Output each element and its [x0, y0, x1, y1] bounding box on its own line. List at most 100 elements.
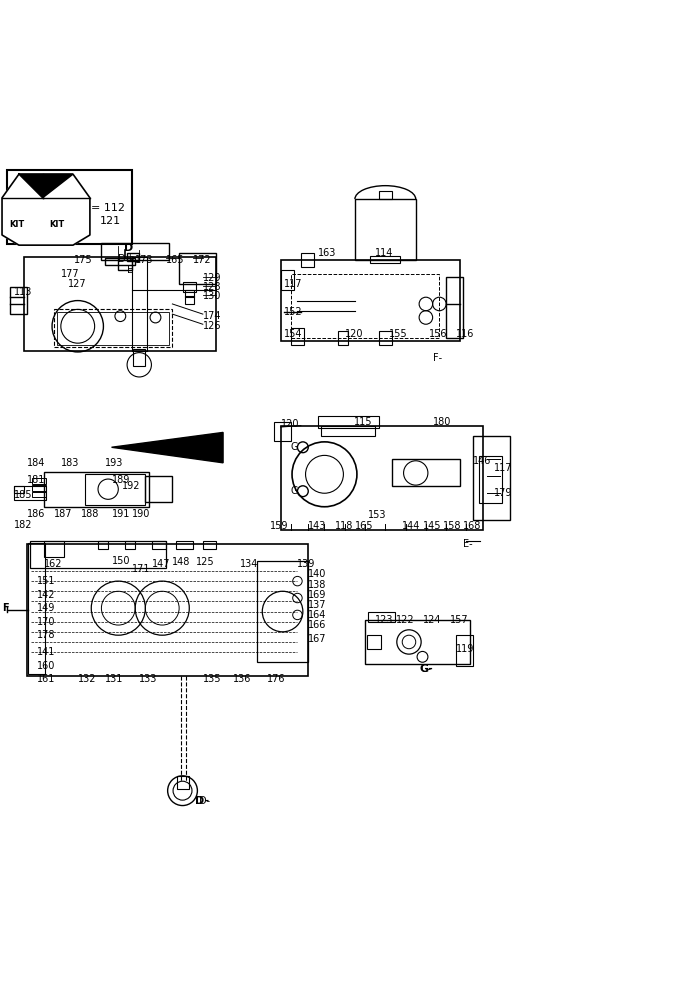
Text: D-: D- — [195, 796, 209, 806]
Text: 137: 137 — [308, 600, 326, 610]
Bar — [365, 620, 470, 664]
Text: 120: 120 — [281, 419, 299, 429]
Bar — [133, 349, 145, 366]
Bar — [44, 541, 64, 557]
Text: 174: 174 — [203, 311, 221, 321]
Text: 134: 134 — [240, 559, 258, 569]
Text: 158: 158 — [443, 521, 461, 531]
Bar — [338, 331, 348, 345]
Text: 131: 131 — [105, 674, 123, 684]
Text: 176: 176 — [267, 674, 285, 684]
Text: 188: 188 — [81, 509, 99, 519]
Text: 160: 160 — [37, 661, 55, 671]
Bar — [368, 612, 395, 622]
Text: 163: 163 — [318, 248, 336, 258]
Bar — [24, 257, 216, 351]
Text: G-: G- — [419, 664, 433, 674]
Text: 161: 161 — [37, 674, 55, 684]
Text: 159: 159 — [270, 521, 289, 531]
Bar — [125, 541, 135, 549]
Text: 130: 130 — [203, 291, 221, 301]
Text: 123: 123 — [375, 615, 393, 625]
Text: 121: 121 — [100, 216, 121, 226]
Text: 124: 124 — [422, 615, 441, 625]
Text: 150: 150 — [112, 556, 130, 566]
Text: 191: 191 — [112, 509, 130, 519]
Text: 164: 164 — [308, 610, 326, 620]
Bar — [367, 635, 381, 649]
Bar — [84, 474, 145, 505]
Bar — [321, 426, 375, 436]
Bar — [57, 312, 169, 345]
Text: 167: 167 — [308, 634, 326, 644]
Bar — [127, 253, 139, 261]
Bar — [274, 422, 291, 441]
Text: 193: 193 — [105, 458, 123, 468]
Text: 173: 173 — [135, 255, 153, 265]
Text: 126: 126 — [203, 321, 221, 331]
Text: 139: 139 — [297, 559, 316, 569]
Bar — [355, 199, 416, 260]
Text: 170: 170 — [37, 617, 55, 627]
Polygon shape — [2, 174, 90, 245]
Text: 117: 117 — [284, 279, 302, 289]
Bar — [392, 459, 460, 486]
Bar — [32, 485, 46, 491]
Text: 132: 132 — [78, 674, 96, 684]
Text: G: G — [291, 486, 298, 496]
Text: 117: 117 — [493, 463, 512, 473]
Text: 125: 125 — [196, 557, 215, 567]
Text: 152: 152 — [284, 307, 303, 317]
Text: 178: 178 — [37, 630, 55, 640]
Bar — [318, 416, 379, 428]
Text: 155: 155 — [389, 329, 408, 339]
Text: 116: 116 — [456, 329, 475, 339]
Text: 168: 168 — [463, 521, 481, 531]
Bar — [291, 328, 304, 345]
Bar — [203, 541, 216, 549]
Text: 140: 140 — [308, 569, 326, 579]
Text: 138: 138 — [308, 580, 326, 589]
Bar — [152, 541, 166, 549]
Bar — [473, 436, 510, 520]
Text: 162: 162 — [44, 559, 62, 569]
Bar — [257, 561, 308, 662]
Text: F: F — [2, 603, 9, 613]
Bar — [176, 541, 193, 549]
Text: KIT: KIT — [49, 220, 65, 229]
Bar — [32, 492, 46, 497]
Text: 189: 189 — [112, 475, 130, 485]
Text: 171: 171 — [132, 564, 150, 574]
Text: 190: 190 — [132, 509, 150, 519]
Bar — [145, 476, 172, 502]
Text: D-: D- — [199, 796, 210, 806]
Bar — [370, 256, 400, 263]
Bar — [98, 541, 108, 549]
Text: 184: 184 — [27, 458, 45, 468]
Text: 146: 146 — [473, 456, 491, 466]
Text: E-: E- — [463, 539, 473, 549]
Text: 151: 151 — [37, 576, 55, 586]
Bar — [30, 541, 166, 568]
Text: 187: 187 — [54, 509, 72, 519]
Text: 118: 118 — [335, 521, 353, 531]
Text: D: D — [124, 243, 133, 253]
Bar — [101, 243, 169, 260]
Bar — [10, 287, 27, 314]
Bar — [301, 253, 314, 267]
Text: 133: 133 — [139, 674, 157, 684]
Bar — [105, 258, 135, 265]
Bar — [118, 258, 132, 270]
Text: 165: 165 — [355, 521, 373, 531]
Text: 143: 143 — [308, 521, 326, 531]
Text: 114: 114 — [375, 248, 393, 258]
Text: KIT: KIT — [9, 220, 24, 229]
Bar — [132, 257, 147, 351]
Bar — [446, 277, 463, 338]
Text: 135: 135 — [203, 674, 221, 684]
Text: E: E — [128, 253, 134, 262]
Text: 183: 183 — [61, 458, 79, 468]
Text: F-: F- — [433, 353, 441, 363]
Text: 145: 145 — [422, 521, 441, 531]
Text: 119: 119 — [456, 644, 475, 654]
